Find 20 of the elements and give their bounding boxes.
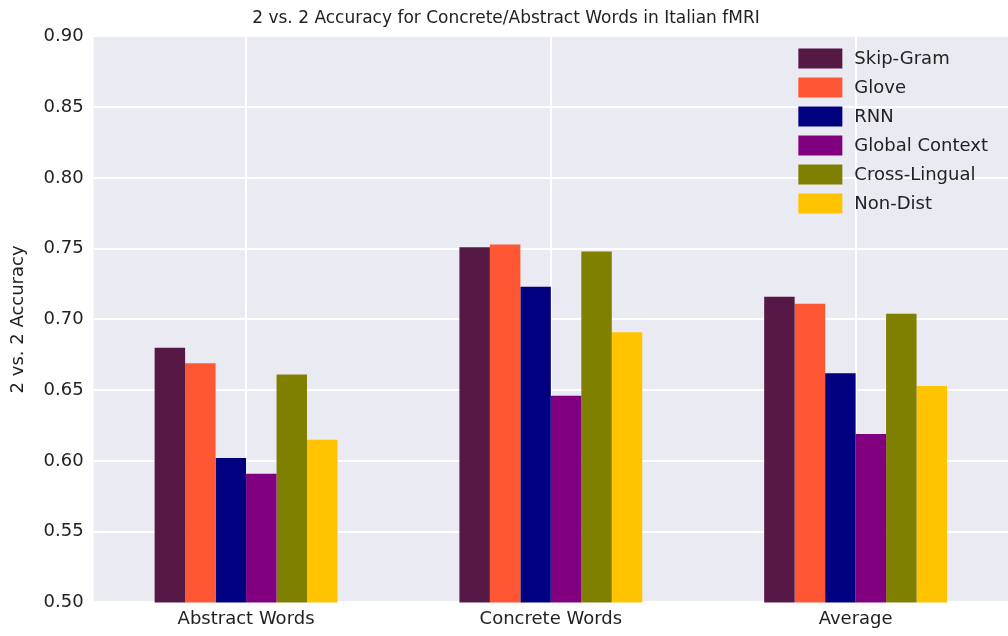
chart-title: 2 vs. 2 Accuracy for Concrete/Abstract Words in Italian fMRI <box>252 6 760 27</box>
y-tick-label: 0.70 <box>43 307 84 329</box>
y-tick-label: 0.55 <box>43 519 84 541</box>
x-tick-label: Abstract Words <box>177 606 315 628</box>
y-tick-label: 0.60 <box>43 448 84 470</box>
x-tick-label: Concrete Words <box>479 606 623 628</box>
y-tick-label: 0.75 <box>43 236 84 258</box>
y-axis-title: 2 vs. 2 Accuracy <box>6 245 28 394</box>
y-tick-label: 0.50 <box>43 590 84 612</box>
x-tick-label: Average <box>818 606 893 628</box>
legend-label: Global Context <box>854 134 988 156</box>
legend-label: Skip-Gram <box>854 47 950 69</box>
legend-label: Non-Dist <box>854 192 933 214</box>
legend-label: Glove <box>854 76 907 98</box>
y-tick-label: 0.85 <box>43 94 84 116</box>
y-tick-label: 0.90 <box>43 24 84 46</box>
legend-label: RNN <box>854 105 894 127</box>
legend-label: Cross-Lingual <box>854 163 976 185</box>
y-tick-label: 0.65 <box>43 377 84 399</box>
y-tick-label: 0.80 <box>43 165 84 187</box>
